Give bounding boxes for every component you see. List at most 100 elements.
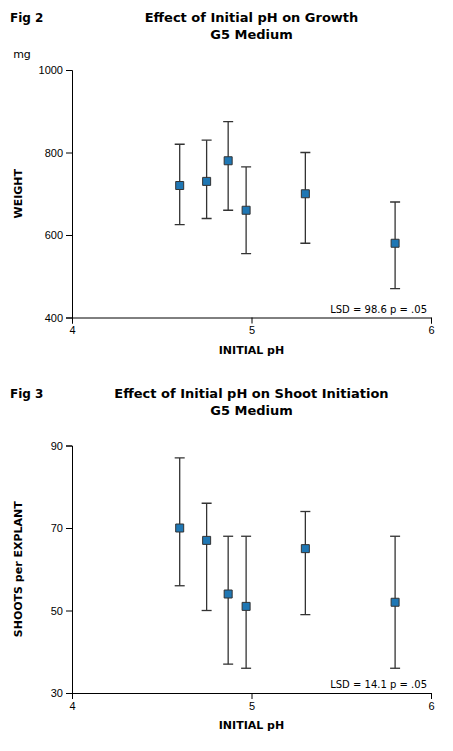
x-tick-label: 5 [249,700,255,712]
error-bar [175,458,185,586]
error-bar-cap-high [223,536,233,537]
x-tick: 5 [249,318,255,337]
y-axis-label: SHOOTS per EXPLANT [12,501,25,637]
x-axis-line [73,694,432,700]
error-bar-cap-low [175,224,185,225]
x-tick-label: 4 [69,700,75,712]
y-tick: 800 [45,147,72,159]
x-axis: 4 5 6 [69,693,434,712]
x-tick: 6 [428,693,434,712]
error-bar-cap-high [223,121,233,122]
x-tick-label: 4 [69,324,75,336]
x-tick: 5 [249,693,255,712]
error-bar-cap-high [241,536,251,537]
x-tick-mark [252,693,253,699]
error-bar-stem [305,512,306,615]
point [203,536,211,544]
error-bar [175,144,185,224]
subtitle: G5 Medium [210,27,293,42]
panel: Effect of Initial pH on Shoot Initiation… [10,386,435,733]
point [301,190,309,198]
error-bar-stem [228,122,229,211]
error-bar [202,503,212,610]
error-bar-cap-high [241,166,251,167]
point [242,206,250,214]
y-tick-label: 800 [45,147,63,159]
error-bar-cap-low [223,210,233,211]
x-tick-label: 5 [249,324,255,336]
error-bar-cap-high [175,144,185,145]
annotation: Fig 3 [10,387,43,401]
x-tick: 6 [428,318,434,337]
error-bar-cap-low [223,663,233,664]
point [224,590,232,598]
y-tick-label: 70 [51,522,63,534]
y-tick: 1000 [39,64,72,76]
error-bar-cap-low [202,610,212,611]
y-tick-label: 30 [51,687,63,699]
error-bar-stem [179,458,180,586]
error-bar-cap-high [202,503,212,504]
x-tick-mark [431,693,432,699]
point [242,602,250,610]
x-tick-mark [431,318,432,324]
title: Effect of Initial pH on Shoot Initiation [114,386,388,401]
y-tick-mark [66,70,72,71]
y-tick: 400 [45,312,72,324]
panel: Effect of Initial pH on Growth G5 Medium 4… [10,10,435,357]
y-tick-mark [66,446,72,447]
error-bar-cap-low [175,585,185,586]
point [176,182,184,190]
error-bar-stem [228,536,229,664]
y-tick-mark [66,528,72,529]
y-tick-label: 50 [51,605,63,617]
y-axis-line [66,71,73,319]
error-bar-cap-high [390,536,400,537]
y-axis: 30 50 70 90 [51,440,73,700]
error-bar-cap-low [300,243,310,244]
x-axis: 4 5 6 [69,318,434,337]
point [301,545,309,553]
y-tick-mark [66,153,72,154]
error-bar [300,512,310,615]
error-bar-cap-high [300,511,310,512]
x-tick-mark [252,318,253,324]
y-tick-mark [66,611,72,612]
chart-root: Effect of Initial pH on Growth G5 Medium 4… [0,0,453,751]
annotation: LSD = 14.1 p = .05 [330,679,427,690]
x-tick: 4 [69,693,75,712]
error-bar [390,536,400,668]
y-tick: 50 [51,605,72,617]
y-tick-label: 400 [45,312,63,324]
error-bar-cap-low [390,668,400,669]
x-axis-line [73,318,432,324]
error-bar-cap-high [202,139,212,140]
y-tick-label: 90 [51,440,63,452]
title: Effect of Initial pH on Growth [145,10,359,25]
y-axis-label: WEIGHT [12,169,25,219]
error-bar [202,140,212,218]
y-tick: 30 [51,687,72,699]
subtitle: G5 Medium [210,403,293,418]
y-tick-label: 1000 [39,64,63,76]
x-tick: 4 [69,318,75,337]
y-tick: 90 [51,440,72,452]
x-tick-label: 6 [428,700,434,712]
error-bar [223,536,233,664]
annotation: mg [13,48,31,61]
y-tick-mark [66,693,72,694]
point [391,239,399,247]
marks [175,458,400,668]
error-bar-cap-low [300,614,310,615]
point [203,177,211,185]
x-axis-label: INITIAL pH [219,344,284,357]
y-tick: 600 [45,229,72,241]
error-bar-stem [206,503,207,610]
point [224,157,232,165]
y-axis-line [66,446,73,694]
error-bar-cap-high [300,152,310,153]
y-axis: 400 600 800 1000 [39,64,73,324]
y-tick-mark [66,318,72,319]
error-bar-cap-high [175,457,185,458]
error-bar [241,167,251,254]
